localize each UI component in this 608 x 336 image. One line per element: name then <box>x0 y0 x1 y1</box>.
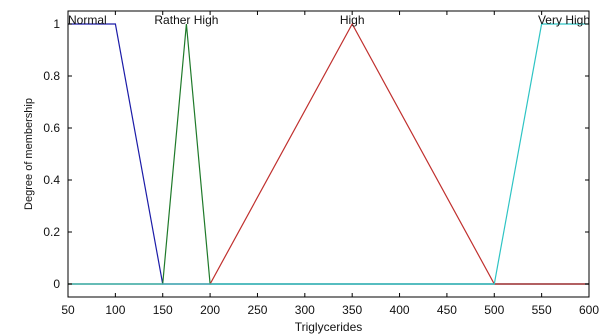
x-tick-label-3: 200 <box>200 303 220 317</box>
series-layer <box>68 22 589 285</box>
x-tick-label-0: 50 <box>61 303 75 317</box>
y-tick-label-1: 0.2 <box>43 225 60 239</box>
x-tick-label-1: 100 <box>105 303 125 317</box>
x-tick-label-7: 400 <box>390 303 410 317</box>
y-tick-label-5: 1 <box>53 17 60 31</box>
series-line-1 <box>68 23 589 285</box>
mf-label-2: High <box>340 13 365 27</box>
x-axis-title: Triglycerides <box>295 320 363 334</box>
y-tick-label-3: 0.6 <box>43 121 60 135</box>
x-tick-label-11: 600 <box>579 303 599 317</box>
x-tick-label-4: 250 <box>247 303 267 317</box>
mf-label-3: Very High <box>538 13 590 27</box>
x-tick-label-5: 300 <box>295 303 315 317</box>
mf-label-0: Normal <box>68 13 107 27</box>
labels-layer: Normal Rather High High Very High <box>68 13 590 27</box>
plot-frame <box>67 10 590 298</box>
y-tick-label-2: 0.4 <box>43 173 60 187</box>
y-tick-label-4: 0.8 <box>43 69 60 83</box>
x-tick-label-9: 500 <box>484 303 504 317</box>
series-line-2 <box>68 22 589 285</box>
x-tick-label-2: 150 <box>153 303 173 317</box>
x-tick-label-10: 550 <box>532 303 552 317</box>
y-axis-title: Degree of membership <box>23 98 35 210</box>
ticks-layer: 50 100 150 200 250 300 350 400 450 500 550 600 0 0.2 0… <box>43 11 599 317</box>
mf-label-1: Rather High <box>154 13 218 27</box>
x-tick-label-8: 450 <box>437 303 457 317</box>
x-tick-label-6: 350 <box>342 303 362 317</box>
series-line-0 <box>68 23 589 285</box>
y-tick-label-0: 0 <box>53 277 60 291</box>
series-line-3 <box>68 23 589 285</box>
